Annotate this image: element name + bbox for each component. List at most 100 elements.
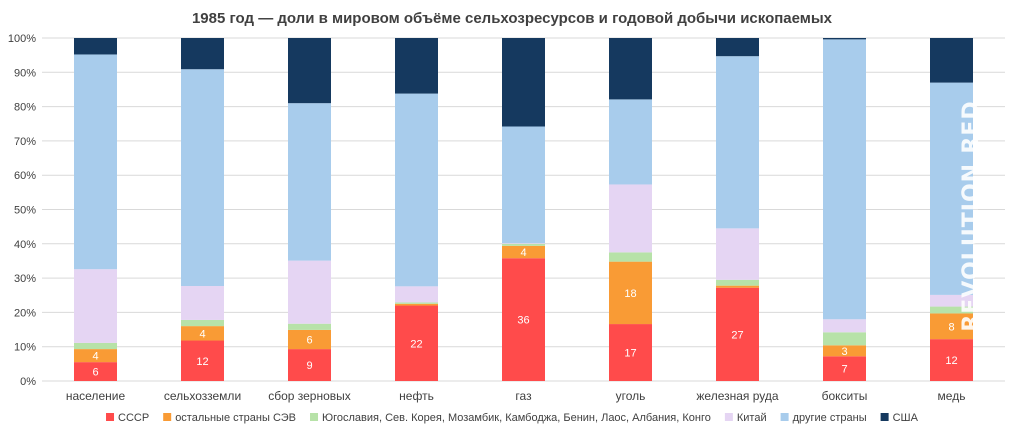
bar-segment	[930, 38, 973, 83]
legend-swatch	[163, 413, 172, 421]
bar-segment	[74, 54, 117, 270]
bar-segment	[288, 349, 331, 381]
watermark: REVOLUTION.RED	[959, 100, 984, 331]
x-tick-label: население	[66, 389, 126, 403]
y-axis: 0% 10% 20% 30% 40% 50% 60% 70% 80% 90% 100%	[8, 33, 36, 388]
bar-segment	[823, 39, 866, 320]
legend-label: остальные страны СЭВ	[175, 412, 296, 424]
legend-label: Китай	[737, 412, 767, 424]
data-label: 3	[841, 346, 847, 358]
x-tick-label: медь	[938, 389, 966, 403]
bar-segment	[716, 56, 759, 229]
bar-segment	[716, 38, 759, 57]
bar-segment	[74, 269, 117, 343]
bar-segment	[930, 339, 973, 381]
bar-segment	[502, 38, 545, 127]
legend: СССР остальные страны СЭВ Югославия, Сев. …	[106, 412, 919, 424]
bar-segment	[181, 340, 224, 381]
data-label: 22	[410, 338, 422, 350]
y-tick-label: 80%	[14, 102, 36, 114]
legend-swatch	[880, 413, 889, 421]
y-tick-label: 30%	[14, 273, 36, 285]
bar-segment	[288, 323, 331, 330]
data-label: 18	[624, 288, 636, 300]
bar-segment	[716, 279, 759, 286]
bar-segment	[502, 126, 545, 244]
x-tick-label: уголь	[616, 389, 646, 403]
bar-segment	[716, 287, 759, 381]
data-label: 17	[624, 348, 636, 360]
bar-segment	[930, 306, 973, 314]
bar-segment	[609, 324, 652, 381]
bar-segment	[395, 286, 438, 303]
data-label: 7	[841, 364, 847, 376]
bar-segment	[930, 294, 973, 307]
y-tick-label: 10%	[14, 342, 36, 354]
bar-segment	[181, 326, 224, 341]
legend-label: США	[893, 412, 919, 424]
bar-segment	[74, 349, 117, 363]
y-tick-label: 20%	[14, 307, 36, 319]
bar-segment	[74, 342, 117, 350]
data-label: 4	[520, 247, 526, 259]
data-label: 6	[306, 334, 312, 346]
data-label: 4	[199, 328, 205, 340]
x-tick-label: железная руда	[696, 389, 778, 403]
bar-segment	[609, 38, 652, 100]
bar-segment	[74, 362, 117, 381]
bar-segment	[716, 228, 759, 280]
y-tick-label: 40%	[14, 239, 36, 251]
data-label: 12	[945, 355, 957, 367]
bar-segment	[823, 356, 866, 381]
data-label: 9	[306, 360, 312, 372]
legend-swatch	[310, 413, 319, 421]
bars: 6 4 12 4 9 6 22 36 4 17 18 27 7 3 12 8	[74, 38, 973, 381]
data-label: 36	[517, 315, 529, 327]
bar-segment	[930, 313, 973, 340]
x-tick-label: нефть	[399, 389, 434, 403]
x-tick-label: газ	[515, 389, 532, 403]
bar-segment	[930, 82, 973, 295]
bar-segment	[395, 302, 438, 304]
legend-swatch	[780, 413, 789, 421]
y-tick-label: 0%	[20, 376, 36, 388]
y-tick-label: 100%	[8, 33, 36, 45]
y-tick-label: 90%	[14, 67, 36, 79]
bar-segment	[288, 260, 331, 324]
bar-segment	[502, 245, 545, 259]
bar-segment	[609, 184, 652, 253]
bar-segment	[609, 261, 652, 325]
bar-segment	[395, 93, 438, 287]
bar-segment	[823, 38, 866, 40]
bar-segment	[502, 243, 545, 246]
chart-title: 1985 год — доли в мировом объёме сельхоз…	[192, 10, 833, 27]
bar-segment	[823, 319, 866, 333]
bar-segment	[823, 345, 866, 357]
y-tick-label: 60%	[14, 170, 36, 182]
x-tick-label: бокситы	[822, 389, 868, 403]
y-tick-label: 70%	[14, 136, 36, 148]
x-tick-label: сбор зерновых	[268, 389, 351, 403]
bar-segment	[288, 329, 331, 350]
bar-segment	[609, 252, 652, 262]
bar-segment	[181, 69, 224, 286]
bar-segment	[716, 285, 759, 288]
legend-label: другие страны	[793, 412, 867, 424]
data-label: 6	[92, 367, 98, 379]
bar-segment	[181, 285, 224, 320]
legend-label: СССР	[118, 412, 149, 424]
data-label: 4	[92, 351, 98, 363]
bar-segment	[395, 303, 438, 306]
bar-segment	[609, 99, 652, 185]
bar-segment	[502, 258, 545, 381]
data-label: 12	[196, 356, 208, 368]
bar-segment	[395, 38, 438, 94]
x-axis: население сельхозземли сбор зерновых нефть г…	[66, 389, 966, 403]
y-tick-label: 50%	[14, 205, 36, 217]
bar-segment	[823, 332, 866, 346]
bar-segment	[395, 305, 438, 381]
legend-label: Югославия, Сев. Корея, Мозамбик, Камбодж…	[322, 412, 711, 424]
bar-segment	[181, 38, 224, 70]
data-label: 27	[731, 329, 743, 341]
